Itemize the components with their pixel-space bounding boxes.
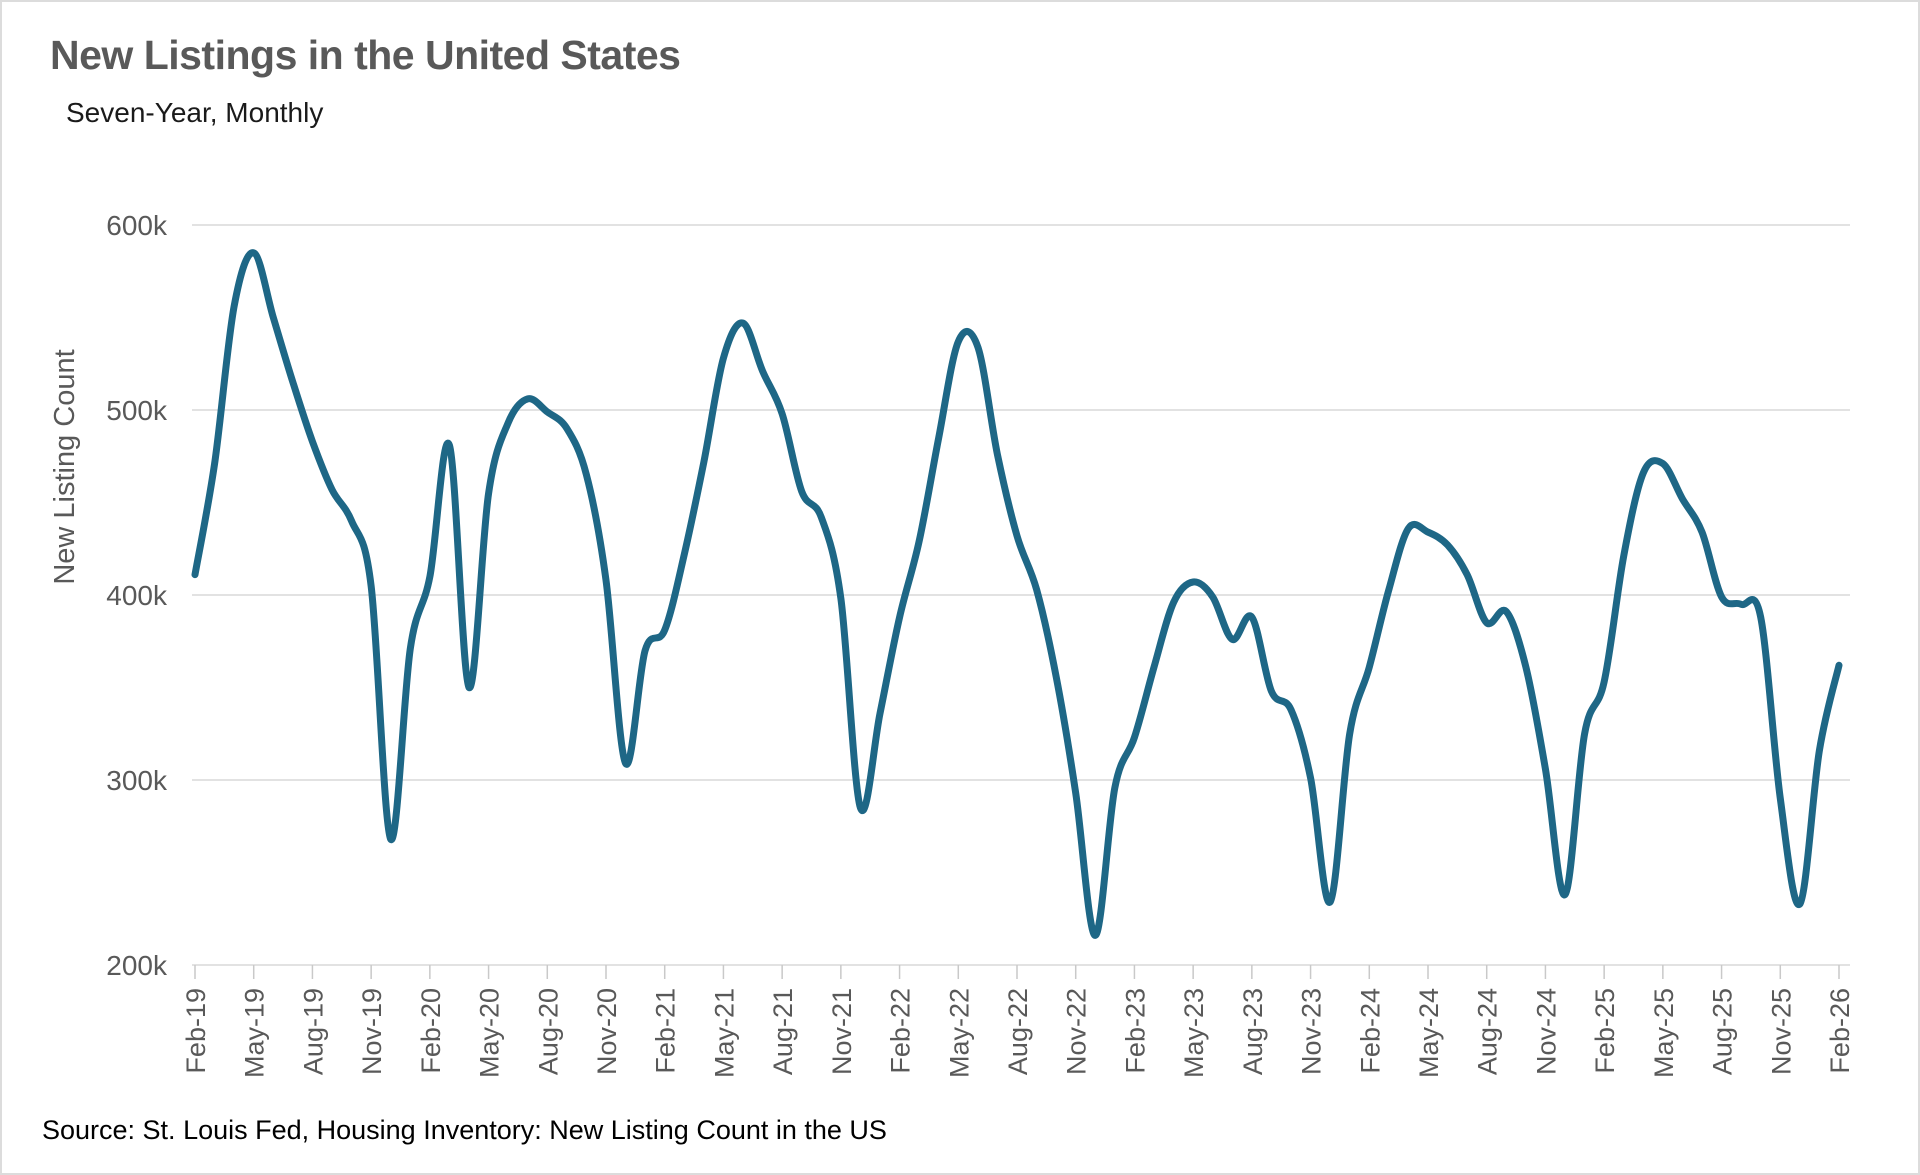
x-tick-label: Feb-22 <box>886 988 916 1074</box>
x-tick-label: Nov-24 <box>1531 988 1561 1075</box>
x-tick-label: May-22 <box>944 988 974 1078</box>
series-line <box>191 249 1843 939</box>
y-tick-label: 600k <box>106 210 168 241</box>
x-tick-label: May-19 <box>240 988 270 1078</box>
x-tick-label: May-23 <box>1179 988 1209 1078</box>
x-tick-label: Feb-19 <box>181 988 211 1074</box>
x-tick-label: Aug-20 <box>533 988 563 1075</box>
y-axis-title: New Listing Count <box>49 349 81 584</box>
y-tick-label: 200k <box>106 950 168 981</box>
x-tick-label: Nov-20 <box>592 988 622 1075</box>
x-tick-label: May-25 <box>1649 988 1679 1078</box>
x-tick-label: Nov-23 <box>1297 988 1327 1075</box>
x-tick-label: Aug-23 <box>1238 988 1268 1075</box>
x-tick-label: Nov-22 <box>1062 988 1092 1075</box>
x-tick-label: May-21 <box>709 988 739 1078</box>
line-chart: 600k 500k 400k 300k 200k Feb-19 May-19 Aug-19 No… <box>49 210 1855 1078</box>
x-tick-label: Nov-21 <box>827 988 857 1075</box>
x-tick-label: Feb-26 <box>1825 988 1855 1074</box>
x-tick-label: Feb-23 <box>1120 988 1150 1074</box>
x-tick-label: Aug-19 <box>298 988 328 1075</box>
x-tick-label: Aug-21 <box>768 988 798 1075</box>
y-tick-label: 400k <box>106 580 168 611</box>
x-tick-label: Nov-19 <box>357 988 387 1075</box>
chart-subtitle: Seven-Year, Monthly <box>66 97 324 128</box>
x-tick-label: Aug-25 <box>1708 988 1738 1075</box>
x-tick-label: Feb-20 <box>416 988 446 1074</box>
y-tick-label: 500k <box>106 395 168 426</box>
x-tick-label: May-24 <box>1414 988 1444 1078</box>
chart-title: New Listings in the United States <box>50 32 681 78</box>
x-tick-label: Aug-22 <box>1003 988 1033 1075</box>
x-tick-label: Feb-21 <box>651 988 681 1074</box>
x-tick-label: Feb-25 <box>1590 988 1620 1074</box>
x-tick-label: Nov-25 <box>1766 988 1796 1075</box>
source-note: Source: St. Louis Fed, Housing Inventory… <box>42 1115 887 1145</box>
x-tick-label: May-20 <box>475 988 505 1078</box>
x-tick-label: Aug-24 <box>1473 988 1503 1075</box>
x-tick-label: Feb-24 <box>1355 988 1385 1074</box>
y-tick-label: 300k <box>106 765 168 796</box>
